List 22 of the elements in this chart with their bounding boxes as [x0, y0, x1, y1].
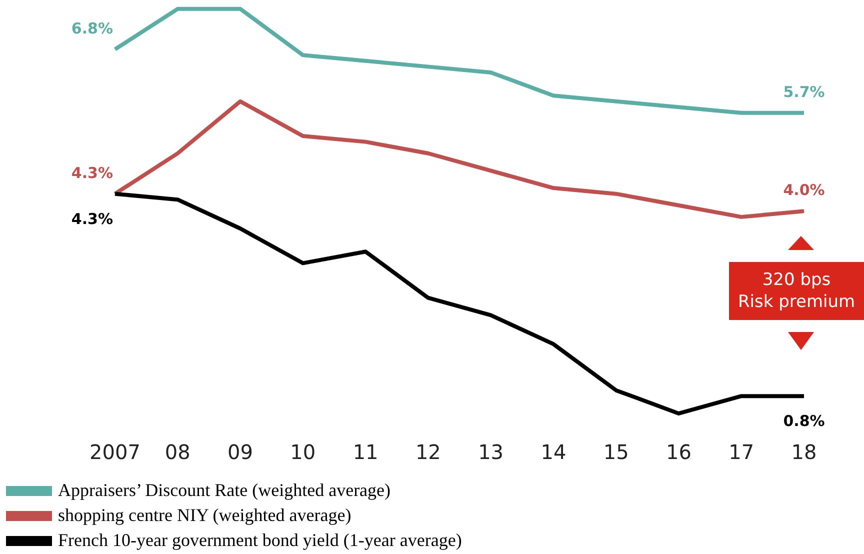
data-label: 4.3%	[71, 164, 113, 182]
data-label: 5.7%	[783, 82, 825, 101]
data-label: 4.0%	[783, 181, 825, 200]
x-tick-label: 12	[415, 440, 441, 464]
data-label: 4.3%	[71, 210, 113, 228]
x-tick-label: 09	[228, 440, 253, 464]
annotation: 320 bps Risk premium	[736, 269, 856, 313]
x-tick-label: 08	[164, 440, 190, 464]
legend-label: Appraisers’ Discount Rate (weighted average)	[58, 480, 391, 501]
x-tick-label: 16	[666, 440, 692, 464]
x-tick-label: 13	[478, 440, 504, 464]
x-tick-label: 18	[791, 440, 817, 464]
x-tick-label: 14	[540, 440, 566, 464]
legend-label: French 10-year government bond yield (1-year average)	[58, 530, 462, 551]
x-tick-label: 15	[603, 440, 629, 464]
legend-label: shopping centre NIY (weighted average)	[58, 505, 352, 526]
x-tick-label: 10	[290, 440, 316, 464]
x-tick-label: 11	[352, 440, 378, 464]
data-label: 0.8%	[783, 412, 825, 430]
x-tick-label: 2007	[90, 440, 140, 464]
x-tick-label: 17	[728, 440, 754, 464]
data-label: 6.8%	[71, 19, 113, 38]
